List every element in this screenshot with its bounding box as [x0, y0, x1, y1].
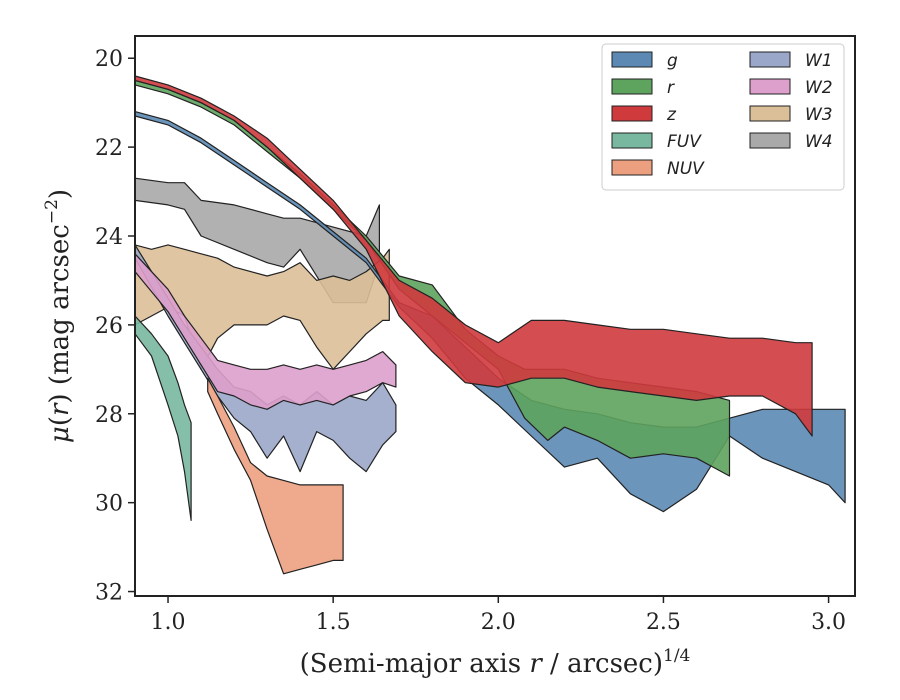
y-axis-title-end: ): [45, 189, 75, 199]
x-tick-label: 2.0: [481, 610, 516, 635]
x-tick-label: 2.5: [646, 610, 681, 635]
legend-label-z: z: [666, 105, 677, 125]
y-axis: 20 22 24 26 28 30 32: [95, 47, 135, 606]
y-tick-label: 30: [95, 492, 123, 517]
legend-swatch-w4: [749, 132, 791, 149]
profile-bands: [134, 75, 846, 575]
legend-swatch-nuv: [611, 159, 653, 176]
legend-swatch-fuv: [611, 132, 653, 149]
x-axis-title-pre: (Semi-major axis: [300, 649, 530, 679]
band-z: [134, 75, 813, 437]
x-axis-title: (Semi-major axis r / arcsec)1/4: [300, 646, 691, 679]
legend-swatch-z: [611, 105, 653, 122]
y-tick-label: 24: [95, 225, 123, 250]
y-axis-title-close: ): [45, 393, 75, 403]
y-axis-title-var: r: [45, 402, 75, 416]
y-axis-title: μ(r) (mag arcsec−2): [42, 189, 75, 443]
x-tick-label: 1.5: [316, 610, 351, 635]
plot-frame: [134, 35, 856, 597]
band-nuv: [207, 377, 344, 575]
x-axis-title-var: r: [529, 649, 543, 679]
legend-swatch-w1: [749, 51, 791, 68]
legend-swatch-r: [611, 78, 653, 95]
band-g: [134, 110, 846, 513]
legend-label-w3: W3: [805, 105, 833, 125]
y-axis-title-sup: −2: [42, 199, 62, 224]
legend-label-g: g: [667, 51, 678, 71]
x-tick-label: 3.0: [811, 610, 846, 635]
legend-swatch-g: [611, 51, 653, 68]
legend-swatch-w3: [749, 105, 791, 122]
legend-items: grz FUV NUV W1 W2 W3 W4: [611, 51, 833, 179]
x-tick-label: 1.0: [151, 610, 186, 635]
band-fuv: [134, 315, 192, 522]
x-axis-title-sup: 1/4: [663, 646, 690, 666]
y-tick-label: 32: [95, 581, 123, 606]
y-axis-title-rest: (mag arcsec: [45, 224, 75, 393]
y-tick-label: 26: [95, 314, 123, 339]
y-tick-label: 28: [95, 403, 123, 428]
y-axis-title-open: (: [45, 416, 75, 426]
legend-label-w1: W1: [805, 51, 833, 71]
y-axis-title-mu: μ: [45, 426, 75, 443]
x-axis-title-mid: / arcsec): [542, 649, 663, 679]
legend-label-r: r: [667, 78, 675, 98]
legend-label-nuv: NUV: [667, 159, 705, 179]
legend-label-w4: W4: [805, 132, 833, 152]
y-tick-label: 22: [95, 136, 123, 161]
x-axis: 1.0 1.5 2.0 2.5 3.0: [151, 596, 846, 635]
legend-label-fuv: FUV: [667, 132, 702, 152]
legend-swatch-w2: [749, 78, 791, 95]
legend-label-w2: W2: [805, 78, 833, 98]
band-w2: [134, 253, 397, 410]
y-tick-label: 20: [95, 47, 123, 72]
legend: grz FUV NUV W1 W2 W3 W4: [601, 43, 845, 191]
